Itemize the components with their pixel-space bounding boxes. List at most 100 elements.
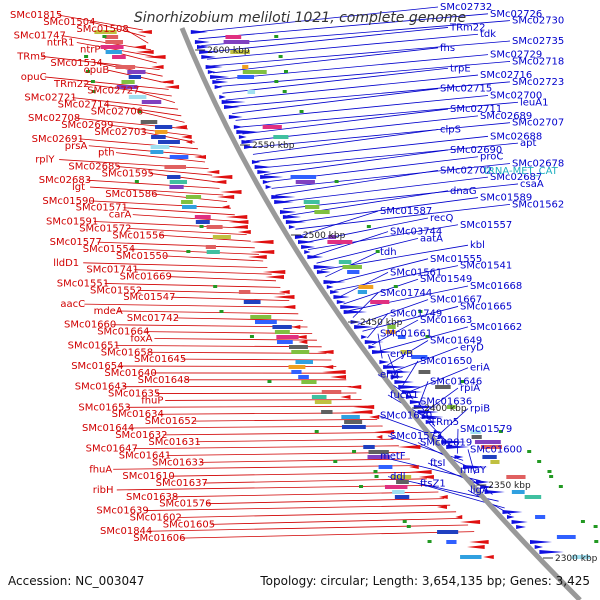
feature-tick <box>282 90 287 93</box>
left-gene-label: SMc01602 <box>130 512 182 523</box>
left-gene-label: SMc02683 <box>39 175 91 186</box>
right-gene-label: fucA1 <box>390 390 419 401</box>
left-connector <box>207 498 445 505</box>
minus-strand-gene <box>418 475 434 479</box>
minus-strand-gene <box>137 30 152 34</box>
minus-strand-gene <box>409 470 432 474</box>
right-gene-label: SMc02715 <box>440 84 492 95</box>
feature-box <box>105 40 124 44</box>
scale-tick-label: 2500 kbp <box>303 231 346 241</box>
minus-strand-gene <box>185 140 193 144</box>
plus-strand-gene <box>534 545 544 549</box>
left-gene-label: SMc01547 <box>123 292 175 303</box>
left-connector <box>154 338 317 341</box>
feature-tick <box>219 310 224 313</box>
right-gene-label: SMc02726 <box>490 9 542 20</box>
right-gene-label: SMc01589 <box>480 193 532 204</box>
plus-strand-gene <box>199 50 218 54</box>
feature-box <box>391 475 412 479</box>
left-gene-label: SMc01664 <box>97 327 149 338</box>
feature-box <box>506 475 526 479</box>
feature-tick <box>527 450 532 453</box>
feature-box <box>301 380 317 384</box>
feature-box <box>384 485 408 489</box>
feature-tick <box>402 520 407 523</box>
plus-strand-gene <box>207 70 216 74</box>
left-connector <box>76 42 154 57</box>
minus-strand-gene <box>181 135 192 139</box>
minus-strand-gene <box>151 65 164 69</box>
left-gene-label: SMc01577 <box>50 237 102 248</box>
feature-tick <box>580 520 585 523</box>
feature-box <box>314 210 330 214</box>
feature-tick <box>134 180 139 183</box>
right-connector <box>232 88 439 114</box>
right-connector <box>440 408 469 434</box>
plus-strand-gene <box>433 430 442 434</box>
right-gene-label: SMc02718 <box>512 56 564 67</box>
right-gene-label: tdk <box>480 29 496 40</box>
left-connector <box>83 83 172 97</box>
plus-strand-gene <box>323 280 346 284</box>
left-gene-label: ntrR1 <box>47 38 75 49</box>
feature-box <box>511 490 525 494</box>
plus-strand-gene <box>364 340 384 344</box>
minus-strand-gene <box>340 395 351 399</box>
minus-strand-gene <box>436 505 447 509</box>
left-connector <box>133 445 399 450</box>
right-connector <box>348 285 469 312</box>
feature-box <box>571 555 590 559</box>
plus-strand-gene <box>262 180 270 184</box>
plus-strand-gene <box>233 125 244 129</box>
left-connector <box>134 269 272 275</box>
feature-box <box>460 555 482 559</box>
right-connector <box>252 129 439 155</box>
right-connector <box>249 122 511 148</box>
feature-tick <box>352 450 357 453</box>
feature-box <box>524 495 542 499</box>
feature-box <box>94 30 117 34</box>
plus-strand-gene <box>274 200 294 204</box>
left-connector <box>165 399 362 401</box>
feature-box <box>194 215 211 219</box>
left-connector <box>115 344 322 348</box>
left-connector <box>72 97 179 110</box>
feature-tick <box>393 285 398 288</box>
left-connector <box>167 276 277 282</box>
right-gene-label: fhs <box>440 43 455 54</box>
plus-strand-gene <box>330 290 340 294</box>
plus-strand-gene <box>205 65 223 69</box>
plus-strand-gene <box>398 385 424 389</box>
right-gene-label: SMc02711 <box>450 104 502 115</box>
scale-ticks: 2600 kbp 2550 kbp 2500 kbp 2450 kbp 2400 kbp… <box>195 46 598 564</box>
right-gene-label: SMc02700 <box>490 90 542 101</box>
left-gene-label: SMc01641 <box>119 451 171 462</box>
plus-strand-gene <box>197 45 210 49</box>
feature-box <box>112 55 126 59</box>
left-gene-label: pth <box>98 148 115 159</box>
scale-tick-label: 2300 kbp <box>555 554 598 564</box>
minus-strand-gene <box>194 155 207 159</box>
left-connector <box>137 289 285 295</box>
feature-box <box>446 405 456 409</box>
plus-strand-gene <box>354 325 374 329</box>
scale-tick-label: 2600 kbp <box>207 46 250 56</box>
plus-strand-gene <box>454 455 464 459</box>
left-connector <box>79 138 199 150</box>
feature-tick <box>558 485 563 488</box>
right-gene-label: SMc01667 <box>430 295 482 306</box>
feature-tick <box>425 335 430 338</box>
left-connector <box>147 524 469 532</box>
right-connector <box>423 387 459 414</box>
left-connector <box>166 452 405 456</box>
feature-box <box>151 135 166 139</box>
minus-strand-gene <box>375 435 383 439</box>
left-connector <box>116 166 213 176</box>
minus-strand-gene <box>249 240 274 244</box>
left-gene-label: SMc01635 <box>108 389 160 400</box>
right-gene-label: kbl <box>470 240 485 251</box>
plus-strand-gene <box>340 305 364 309</box>
left-gene-label: SMc01660 <box>64 320 116 331</box>
minus-strand-gene <box>144 55 166 59</box>
